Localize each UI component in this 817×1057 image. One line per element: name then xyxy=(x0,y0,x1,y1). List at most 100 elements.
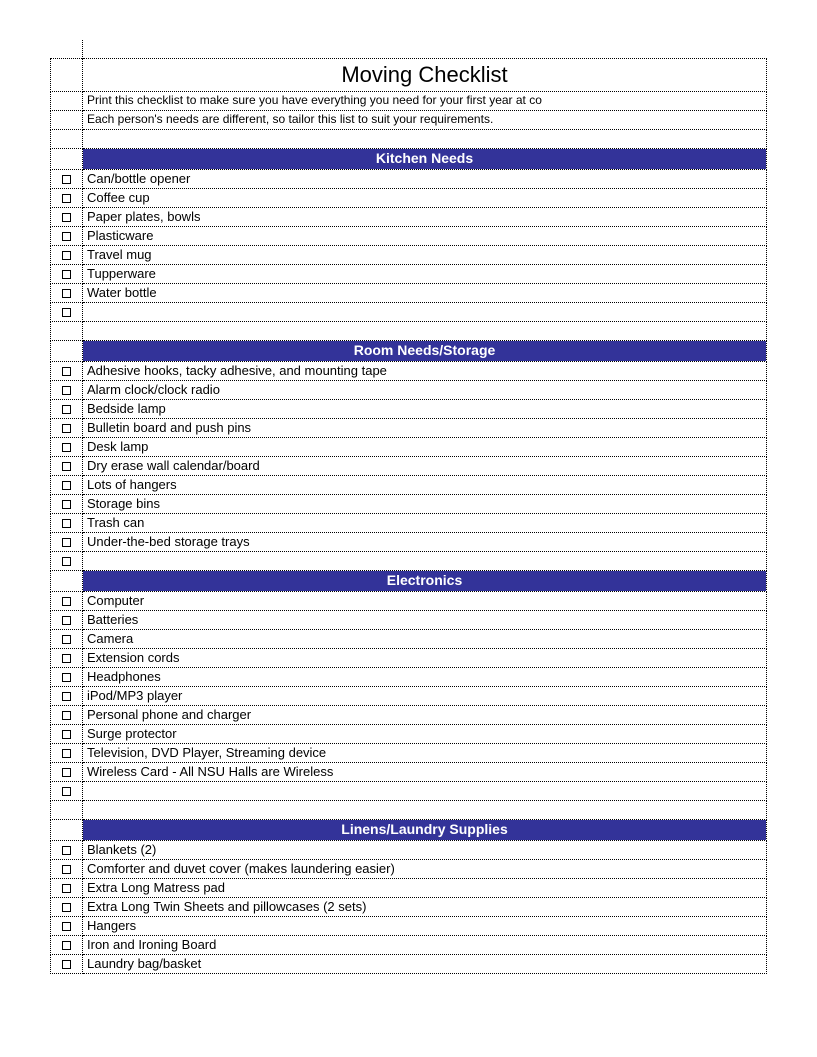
blank-item-row xyxy=(51,782,767,801)
spacer-checkcell xyxy=(51,322,83,341)
item-checkcell xyxy=(51,592,83,611)
checkbox-icon[interactable] xyxy=(62,232,71,241)
item-label: Laundry bag/basket xyxy=(83,955,767,974)
checkbox-icon[interactable] xyxy=(62,960,71,969)
item-checkcell xyxy=(51,649,83,668)
checkbox-icon[interactable] xyxy=(62,787,71,796)
item-checkcell xyxy=(51,227,83,246)
checkbox-icon[interactable] xyxy=(62,673,71,682)
checkbox-icon[interactable] xyxy=(62,749,71,758)
item-checkcell xyxy=(51,400,83,419)
checkbox-icon[interactable] xyxy=(62,865,71,874)
checkbox-icon[interactable] xyxy=(62,635,71,644)
checkbox-icon[interactable] xyxy=(62,903,71,912)
checkbox-icon[interactable] xyxy=(62,538,71,547)
checkbox-icon[interactable] xyxy=(62,519,71,528)
spacer-content xyxy=(83,130,767,149)
checkbox-icon[interactable] xyxy=(62,730,71,739)
checkbox-icon[interactable] xyxy=(62,405,71,414)
item-checkcell xyxy=(51,170,83,189)
checklist-item-row: Camera xyxy=(51,630,767,649)
item-label: Camera xyxy=(83,630,767,649)
checkbox-icon[interactable] xyxy=(62,386,71,395)
item-label: Travel mug xyxy=(83,246,767,265)
item-label: Storage bins xyxy=(83,495,767,514)
item-checkcell xyxy=(51,706,83,725)
checklist-item-row: iPod/MP3 player xyxy=(51,687,767,706)
checkbox-icon[interactable] xyxy=(62,692,71,701)
checklist-item-row: Extra Long Matress pad xyxy=(51,879,767,898)
item-label: Can/bottle opener xyxy=(83,170,767,189)
checkbox-icon[interactable] xyxy=(62,922,71,931)
section-header-label: Electronics xyxy=(83,571,767,592)
checklist-item-row: Blankets (2) xyxy=(51,841,767,860)
checkbox-icon[interactable] xyxy=(62,500,71,509)
item-label: Extra Long Matress pad xyxy=(83,879,767,898)
checkbox-icon[interactable] xyxy=(62,462,71,471)
item-label: Under-the-bed storage trays xyxy=(83,533,767,552)
item-label: Iron and Ironing Board xyxy=(83,936,767,955)
checklist-item-row: Trash can xyxy=(51,514,767,533)
checkbox-icon[interactable] xyxy=(62,194,71,203)
checkbox-icon[interactable] xyxy=(62,251,71,260)
checkbox-icon[interactable] xyxy=(62,846,71,855)
top-spacer-row xyxy=(51,40,767,59)
item-label: Extension cords xyxy=(83,649,767,668)
spacer-content xyxy=(83,552,767,571)
checklist-item-row: Adhesive hooks, tacky adhesive, and moun… xyxy=(51,362,767,381)
item-label: Surge protector xyxy=(83,725,767,744)
title-checkcell xyxy=(51,59,83,92)
checklist-item-row: Bedside lamp xyxy=(51,400,767,419)
checkbox-icon[interactable] xyxy=(62,616,71,625)
item-checkcell xyxy=(51,189,83,208)
item-label: Wireless Card - All NSU Halls are Wirele… xyxy=(83,763,767,782)
item-checkcell xyxy=(51,208,83,227)
item-label: Headphones xyxy=(83,668,767,687)
item-checkcell xyxy=(51,955,83,974)
checkbox-icon[interactable] xyxy=(62,884,71,893)
item-label: Batteries xyxy=(83,611,767,630)
checklist-item-row: Headphones xyxy=(51,668,767,687)
item-checkcell xyxy=(51,841,83,860)
checkbox-icon[interactable] xyxy=(62,367,71,376)
item-label: Coffee cup xyxy=(83,189,767,208)
checkbox-icon[interactable] xyxy=(62,654,71,663)
section-header-row: Linens/Laundry Supplies xyxy=(51,820,767,841)
item-label: Hangers xyxy=(83,917,767,936)
checkbox-icon[interactable] xyxy=(62,443,71,452)
item-checkcell xyxy=(51,438,83,457)
item-checkcell xyxy=(51,265,83,284)
item-checkcell xyxy=(51,476,83,495)
checklist-item-row: Hangers xyxy=(51,917,767,936)
section-header-label: Room Needs/Storage xyxy=(83,341,767,362)
section-header-checkcell xyxy=(51,341,83,362)
checkbox-icon[interactable] xyxy=(62,941,71,950)
checkbox-icon[interactable] xyxy=(62,289,71,298)
checkbox-icon[interactable] xyxy=(62,213,71,222)
checkbox-icon[interactable] xyxy=(62,557,71,566)
checkbox-icon[interactable] xyxy=(62,711,71,720)
page-title: Moving Checklist xyxy=(83,59,767,92)
spacer-content xyxy=(83,801,767,820)
item-checkcell xyxy=(51,514,83,533)
checkbox-icon[interactable] xyxy=(62,424,71,433)
item-checkcell xyxy=(51,419,83,438)
checkbox-icon[interactable] xyxy=(62,481,71,490)
checkbox-icon[interactable] xyxy=(62,270,71,279)
item-label: Desk lamp xyxy=(83,438,767,457)
checkbox-icon[interactable] xyxy=(62,768,71,777)
checkbox-icon[interactable] xyxy=(62,175,71,184)
checkbox-icon[interactable] xyxy=(62,308,71,317)
item-checkcell xyxy=(51,533,83,552)
item-checkcell xyxy=(51,744,83,763)
checkbox-icon[interactable] xyxy=(62,597,71,606)
item-checkcell xyxy=(51,936,83,955)
item-label: Bedside lamp xyxy=(83,400,767,419)
section-header-row: Kitchen Needs xyxy=(51,149,767,170)
checklist-item-row: Water bottle xyxy=(51,284,767,303)
checklist-item-row: Batteries xyxy=(51,611,767,630)
spacer-row xyxy=(51,801,767,820)
intro-text-1: Each person's needs are different, so ta… xyxy=(83,111,767,130)
item-label: Comforter and duvet cover (makes launder… xyxy=(83,860,767,879)
checklist-item-row: Comforter and duvet cover (makes launder… xyxy=(51,860,767,879)
